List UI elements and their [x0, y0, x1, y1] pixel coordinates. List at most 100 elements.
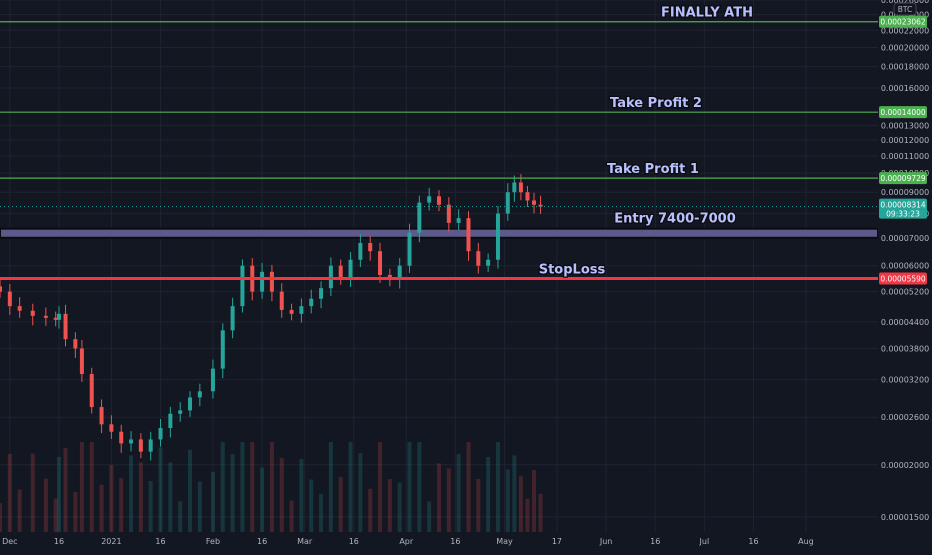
volume-bar — [178, 501, 183, 532]
candle-body[interactable] — [7, 291, 12, 307]
candle-body[interactable] — [397, 265, 402, 280]
entry-zone-label: Entry 7400-7000 — [614, 212, 736, 227]
candle-body[interactable] — [158, 427, 163, 440]
x-tick-label: Dec — [2, 537, 17, 546]
candle-body[interactable] — [30, 310, 35, 316]
x-tick-label: 16 — [349, 537, 359, 546]
candle-body[interactable] — [119, 431, 124, 444]
candle-body[interactable] — [17, 306, 22, 311]
candle-body[interactable] — [378, 251, 383, 275]
candle-body[interactable] — [518, 182, 523, 193]
candle-body[interactable] — [456, 218, 461, 223]
candle-body[interactable] — [338, 265, 343, 279]
x-tick-label: Feb — [206, 537, 220, 546]
volume-bar — [89, 442, 94, 532]
candle-body[interactable] — [43, 315, 48, 318]
candle-body[interactable] — [486, 259, 491, 266]
candle-body[interactable] — [138, 439, 143, 452]
x-tick-label: 2021 — [101, 537, 121, 546]
candle-body[interactable] — [168, 413, 173, 428]
x-tick-label: Jun — [599, 537, 613, 546]
volume-bar — [476, 478, 481, 532]
candle-body[interactable] — [89, 374, 94, 408]
x-tick-label: May — [496, 537, 513, 546]
volume-bar — [368, 488, 373, 532]
x-tick-label: 16 — [155, 537, 165, 546]
candle-body[interactable] — [328, 265, 333, 289]
x-tick-label: Mar — [297, 537, 313, 546]
volume-bar — [407, 442, 412, 532]
candle-body[interactable] — [260, 271, 265, 292]
candle-body[interactable] — [417, 202, 422, 233]
candle-body[interactable] — [358, 243, 363, 260]
candle-body[interactable] — [427, 196, 432, 203]
y-tick-label: 0.00004400 — [881, 318, 929, 327]
candle-body[interactable] — [53, 317, 58, 320]
candle-body[interactable] — [0, 286, 2, 292]
candle-body[interactable] — [109, 424, 114, 432]
time-axis[interactable]: Dec 16 2021 16 Feb 16 Mar 16 Apr 16 May 17 Jun 16 Jul 1… — [0, 532, 932, 550]
candle-body[interactable] — [79, 348, 84, 375]
candle-body[interactable] — [73, 339, 78, 349]
candle-body[interactable] — [319, 288, 324, 299]
volume-bar — [79, 442, 84, 532]
candle-body[interactable] — [299, 306, 304, 314]
candle-body[interactable] — [188, 397, 193, 411]
candle-body[interactable] — [512, 182, 517, 193]
candle-body[interactable] — [466, 218, 471, 252]
volume-bar — [250, 442, 255, 532]
volume-bar — [417, 442, 422, 532]
volume-bar — [119, 478, 124, 532]
candle-body[interactable] — [407, 232, 412, 266]
candle-body[interactable] — [269, 271, 274, 292]
level-label: FINALLY ATH — [661, 6, 753, 21]
volume-bar — [99, 484, 104, 532]
candle-body[interactable] — [197, 391, 202, 398]
candle-body[interactable] — [279, 291, 284, 310]
candle-body[interactable] — [99, 407, 104, 425]
level-price-badge — [879, 106, 927, 119]
currency-badge[interactable] — [893, 2, 917, 16]
candle-body[interactable] — [495, 213, 500, 260]
candle-body[interactable] — [348, 259, 353, 279]
candle-body[interactable] — [56, 313, 61, 320]
candle-body[interactable] — [240, 265, 245, 307]
volume-bar — [197, 481, 202, 532]
level-price-badge-text: 0.00014000 — [880, 108, 926, 117]
candle-body[interactable] — [505, 192, 510, 214]
candle-body[interactable] — [63, 313, 68, 340]
y-tick-label: 0.00009000 — [881, 188, 929, 197]
volume-bar — [188, 449, 193, 532]
candle-body[interactable] — [289, 309, 294, 314]
candle-body[interactable] — [446, 204, 451, 223]
candle-body[interactable] — [129, 439, 134, 444]
candle-body[interactable] — [437, 196, 441, 205]
volume-bar — [309, 479, 314, 532]
candle-body[interactable] — [476, 251, 481, 266]
level-price-badge-text: 0.00009729 — [880, 174, 926, 183]
volume-bar — [495, 442, 500, 532]
candle-body[interactable] — [525, 192, 530, 201]
level-price-badge — [879, 272, 927, 285]
volume-bar — [53, 498, 58, 532]
volume-bar — [269, 442, 274, 532]
candle-body[interactable] — [532, 200, 537, 205]
candle-body[interactable] — [148, 439, 153, 452]
candle-body[interactable] — [309, 298, 314, 307]
time-axis-background — [0, 532, 932, 550]
x-tick-label: 17 — [552, 537, 562, 546]
candle-body[interactable] — [178, 410, 183, 414]
candle-body[interactable] — [210, 368, 215, 392]
candle-body[interactable] — [220, 330, 225, 369]
candle-body[interactable] — [538, 204, 543, 207]
level-price-badge — [879, 15, 927, 28]
candle-body[interactable] — [230, 306, 235, 331]
volume-bar — [168, 462, 173, 532]
volume-bars — [0, 442, 543, 532]
y-tick-label: 0.00016000 — [881, 84, 929, 93]
candlestick-series — [0, 174, 543, 461]
candle-body[interactable] — [368, 243, 373, 252]
